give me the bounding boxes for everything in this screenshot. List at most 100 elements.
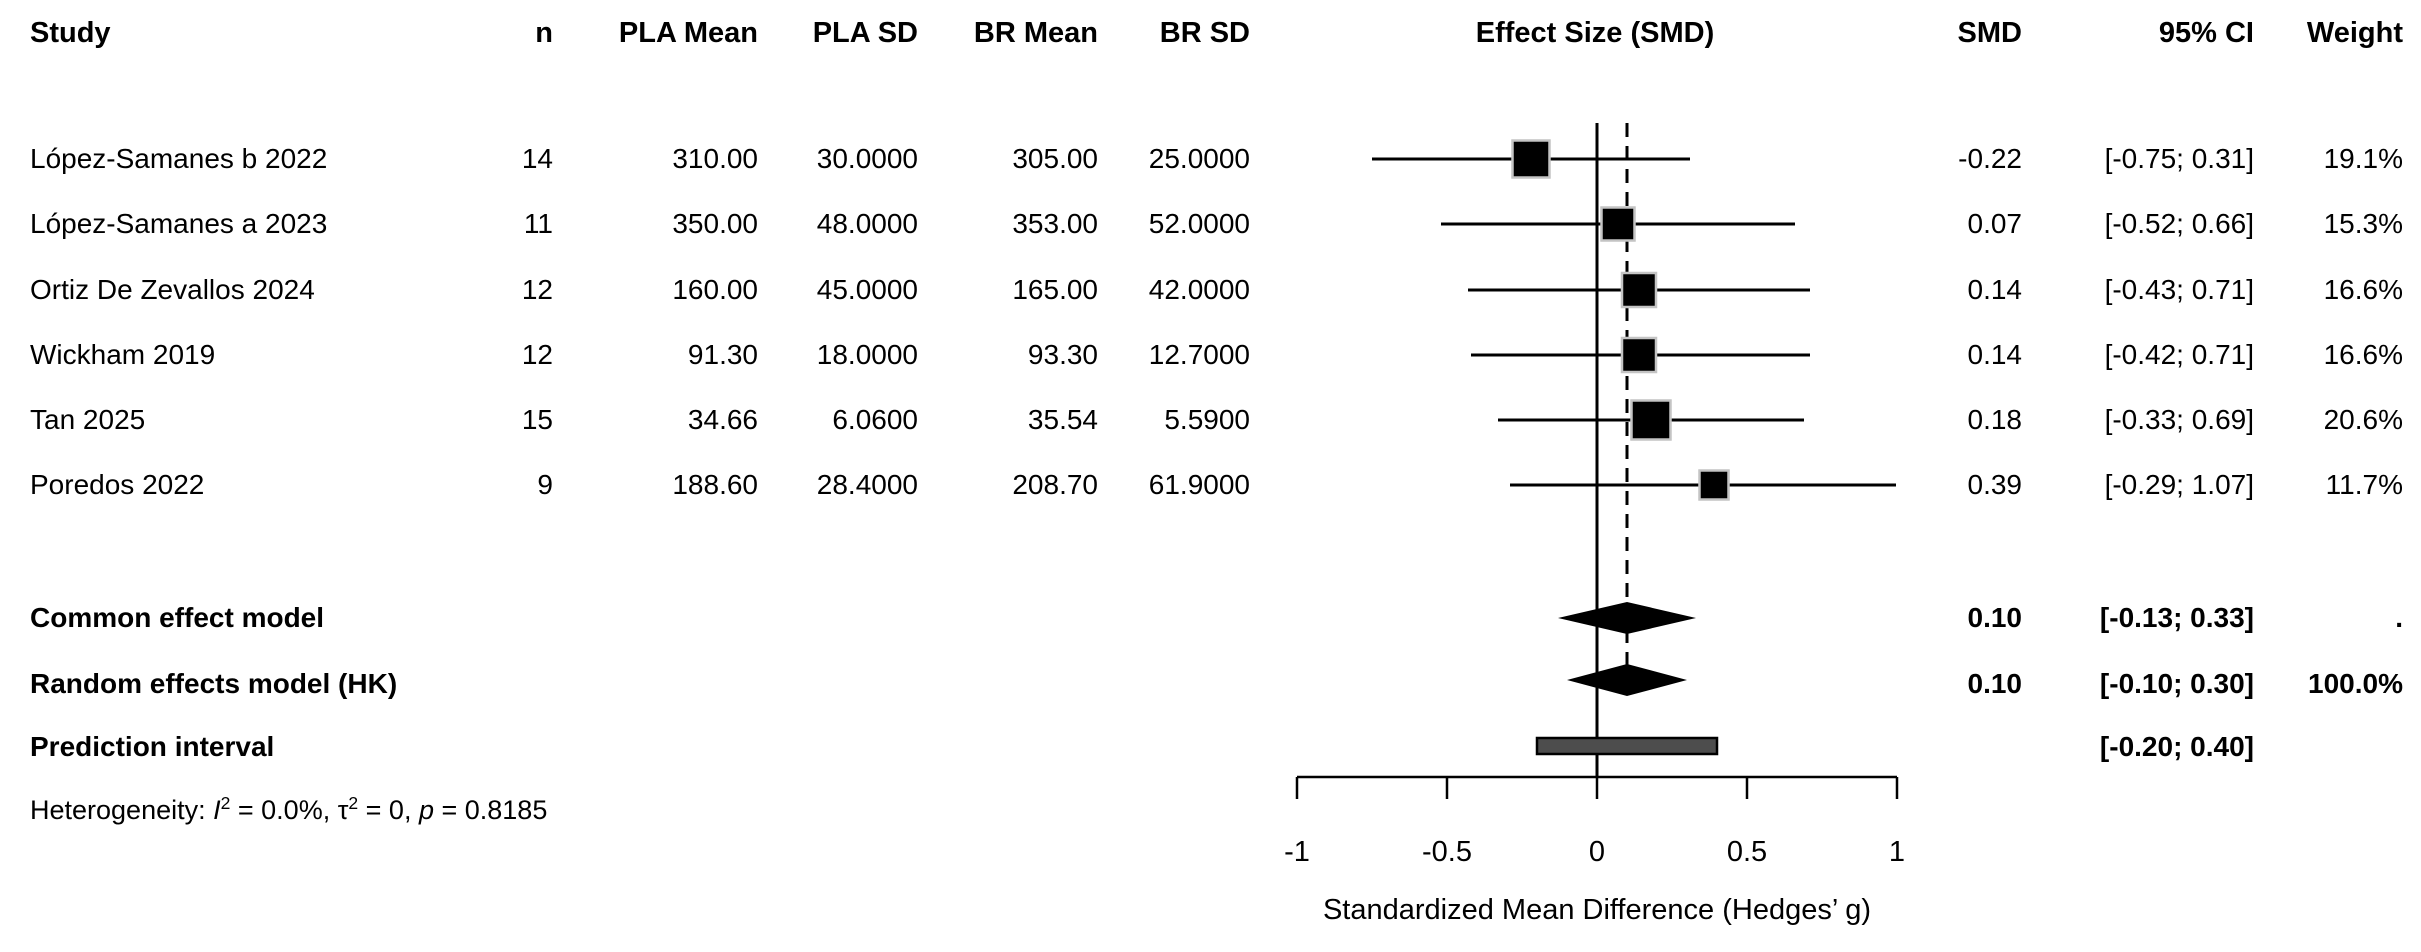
het-tau-symbol: τ [337, 795, 349, 825]
summary-ci-common: [-0.13; 0.33] [2099, 602, 2254, 633]
study-row-5-name: Poredos 2022 [30, 469, 205, 500]
x-tick-label-0: -1 [1284, 836, 1310, 868]
study-row-2-n: 12 [521, 274, 553, 305]
het-tau-sup: 2 [348, 793, 359, 813]
study-row-0-smd-label: -0.22 [1958, 143, 2022, 174]
het-p-symbol: p [418, 795, 434, 825]
study-row-4-name: Tan 2025 [30, 404, 146, 435]
prediction-interval-bar [1535, 736, 1719, 756]
study-row-2-smd-label: 0.14 [1967, 274, 2023, 305]
summary-weight-random: 100.0% [2308, 668, 2403, 699]
study-row-0-name: López-Samanes b 2022 [30, 143, 328, 174]
effect-square-1 [1600, 206, 1636, 242]
column-header-weight: Weight [2306, 17, 2403, 49]
study-row-3-name: Wickham 2019 [30, 339, 216, 370]
study-row-4-pla-mean: 34.66 [687, 404, 758, 435]
summary-label-prediction: Prediction interval [30, 731, 275, 762]
common-effect-diamond [1558, 602, 1696, 634]
x-axis-title: Standardized Mean Difference (Hedges’ g) [1322, 894, 1872, 926]
study-row-0-pla-mean: 310.00 [672, 143, 758, 174]
study-row-0-br-mean: 305.00 [1012, 143, 1098, 174]
x-tick-label-1: -0.5 [1422, 836, 1472, 868]
column-header-br-mean: BR Mean [973, 17, 1098, 49]
column-header-effect-size: Effect Size (SMD) [1475, 17, 1715, 49]
study-row-1-n: 11 [523, 208, 553, 239]
study-row-5-weight-label: 11.7% [2325, 469, 2403, 500]
summary-ci-random: [-0.10; 0.30] [2099, 668, 2254, 699]
study-row-2-ci-label: [-0.43; 0.71] [2104, 274, 2254, 305]
effect-square-4 [1630, 399, 1672, 441]
study-row-3-smd-label: 0.14 [1967, 339, 2023, 370]
study-row-3-br-sd: 12.7000 [1148, 339, 1250, 370]
column-header-n: n [535, 17, 553, 49]
study-row-3-br-mean: 93.30 [1027, 339, 1098, 370]
study-row-4-pla-sd: 6.0600 [832, 404, 918, 435]
x-tick-label-3: 0.5 [1726, 836, 1768, 868]
column-header-pla-mean: PLA Mean [618, 17, 758, 49]
effect-square-5 [1698, 469, 1730, 501]
study-row-2-pla-mean: 160.00 [672, 274, 758, 305]
column-header-ci: 95% CI [2158, 17, 2254, 49]
het-p-value: = 0.8185 [433, 795, 548, 825]
study-row-4-br-sd: 5.5900 [1164, 404, 1250, 435]
study-row-5-smd-label: 0.39 [1967, 469, 2023, 500]
study-row-0-pla-sd: 30.0000 [816, 143, 918, 174]
column-header-study: Study [30, 17, 111, 49]
study-row-5-br-mean: 208.70 [1012, 469, 1098, 500]
study-row-0-br-sd: 25.0000 [1148, 143, 1250, 174]
het-prefix: Heterogeneity: [30, 795, 214, 825]
study-row-2-weight-label: 16.6% [2323, 274, 2403, 305]
study-row-4-weight-label: 20.6% [2323, 404, 2403, 435]
het-i-sup: 2 [220, 793, 231, 813]
study-row-3-n: 12 [521, 339, 553, 370]
summary-label-random: Random effects model (HK) [30, 668, 398, 699]
summary-weight-common: . [2395, 602, 2403, 633]
heterogeneity-note: Heterogeneity: I2 = 0.0%, τ2 = 0, p = 0.… [30, 793, 548, 825]
study-row-1-name: López-Samanes a 2023 [30, 208, 328, 239]
study-row-5-pla-sd: 28.4000 [816, 469, 918, 500]
summary-ci-prediction: [-0.20; 0.40] [2099, 731, 2254, 762]
study-row-3-ci-label: [-0.42; 0.71] [2104, 339, 2254, 370]
column-header-smd: SMD [1957, 17, 2022, 49]
effect-square-2 [1620, 271, 1658, 309]
study-row-0-weight-label: 19.1% [2323, 143, 2403, 174]
study-row-1-smd-label: 0.07 [1967, 208, 2023, 239]
het-i-value: = 0.0%, [230, 795, 338, 825]
study-row-2-br-sd: 42.0000 [1148, 274, 1250, 305]
study-row-2-pla-sd: 45.0000 [816, 274, 918, 305]
study-row-4-ci-label: [-0.33; 0.69] [2104, 404, 2254, 435]
effect-square-3 [1620, 336, 1658, 374]
study-row-1-br-sd: 52.0000 [1148, 208, 1250, 239]
study-row-2-br-mean: 165.00 [1012, 274, 1098, 305]
x-tick-label-2: 0 [1588, 836, 1606, 868]
study-row-4-br-mean: 35.54 [1027, 404, 1098, 435]
column-header-br-sd: BR SD [1159, 17, 1250, 49]
study-row-5-pla-mean: 188.60 [672, 469, 758, 500]
study-row-3-pla-sd: 18.0000 [816, 339, 918, 370]
study-row-1-br-mean: 353.00 [1012, 208, 1098, 239]
x-tick-label-4: 1 [1888, 836, 1906, 868]
effect-square-0 [1511, 139, 1551, 179]
study-row-5-n: 9 [537, 469, 553, 500]
study-row-2-name: Ortiz De Zevallos 2024 [30, 274, 315, 305]
summary-smd-common: 0.10 [1967, 602, 2023, 633]
summary-label-common: Common effect model [30, 602, 325, 633]
column-header-pla-sd: PLA SD [812, 17, 918, 49]
study-row-0-n: 14 [521, 143, 553, 174]
study-row-3-weight-label: 16.6% [2323, 339, 2403, 370]
study-row-1-pla-sd: 48.0000 [816, 208, 918, 239]
study-row-5-br-sd: 61.9000 [1148, 469, 1250, 500]
study-row-1-weight-label: 15.3% [2323, 208, 2403, 239]
study-row-0-ci-label: [-0.75; 0.31] [2104, 143, 2254, 174]
het-tau-value: = 0, [358, 795, 419, 825]
het-i-symbol: I [213, 795, 221, 825]
study-row-5-ci-label: [-0.29; 1.07] [2104, 469, 2254, 500]
summary-smd-random: 0.10 [1967, 668, 2023, 699]
study-row-4-n: 15 [521, 404, 553, 435]
study-row-3-pla-mean: 91.30 [687, 339, 758, 370]
study-row-1-ci-label: [-0.52; 0.66] [2104, 208, 2254, 239]
random-effects-diamond [1567, 664, 1687, 696]
study-row-1-pla-mean: 350.00 [672, 208, 758, 239]
